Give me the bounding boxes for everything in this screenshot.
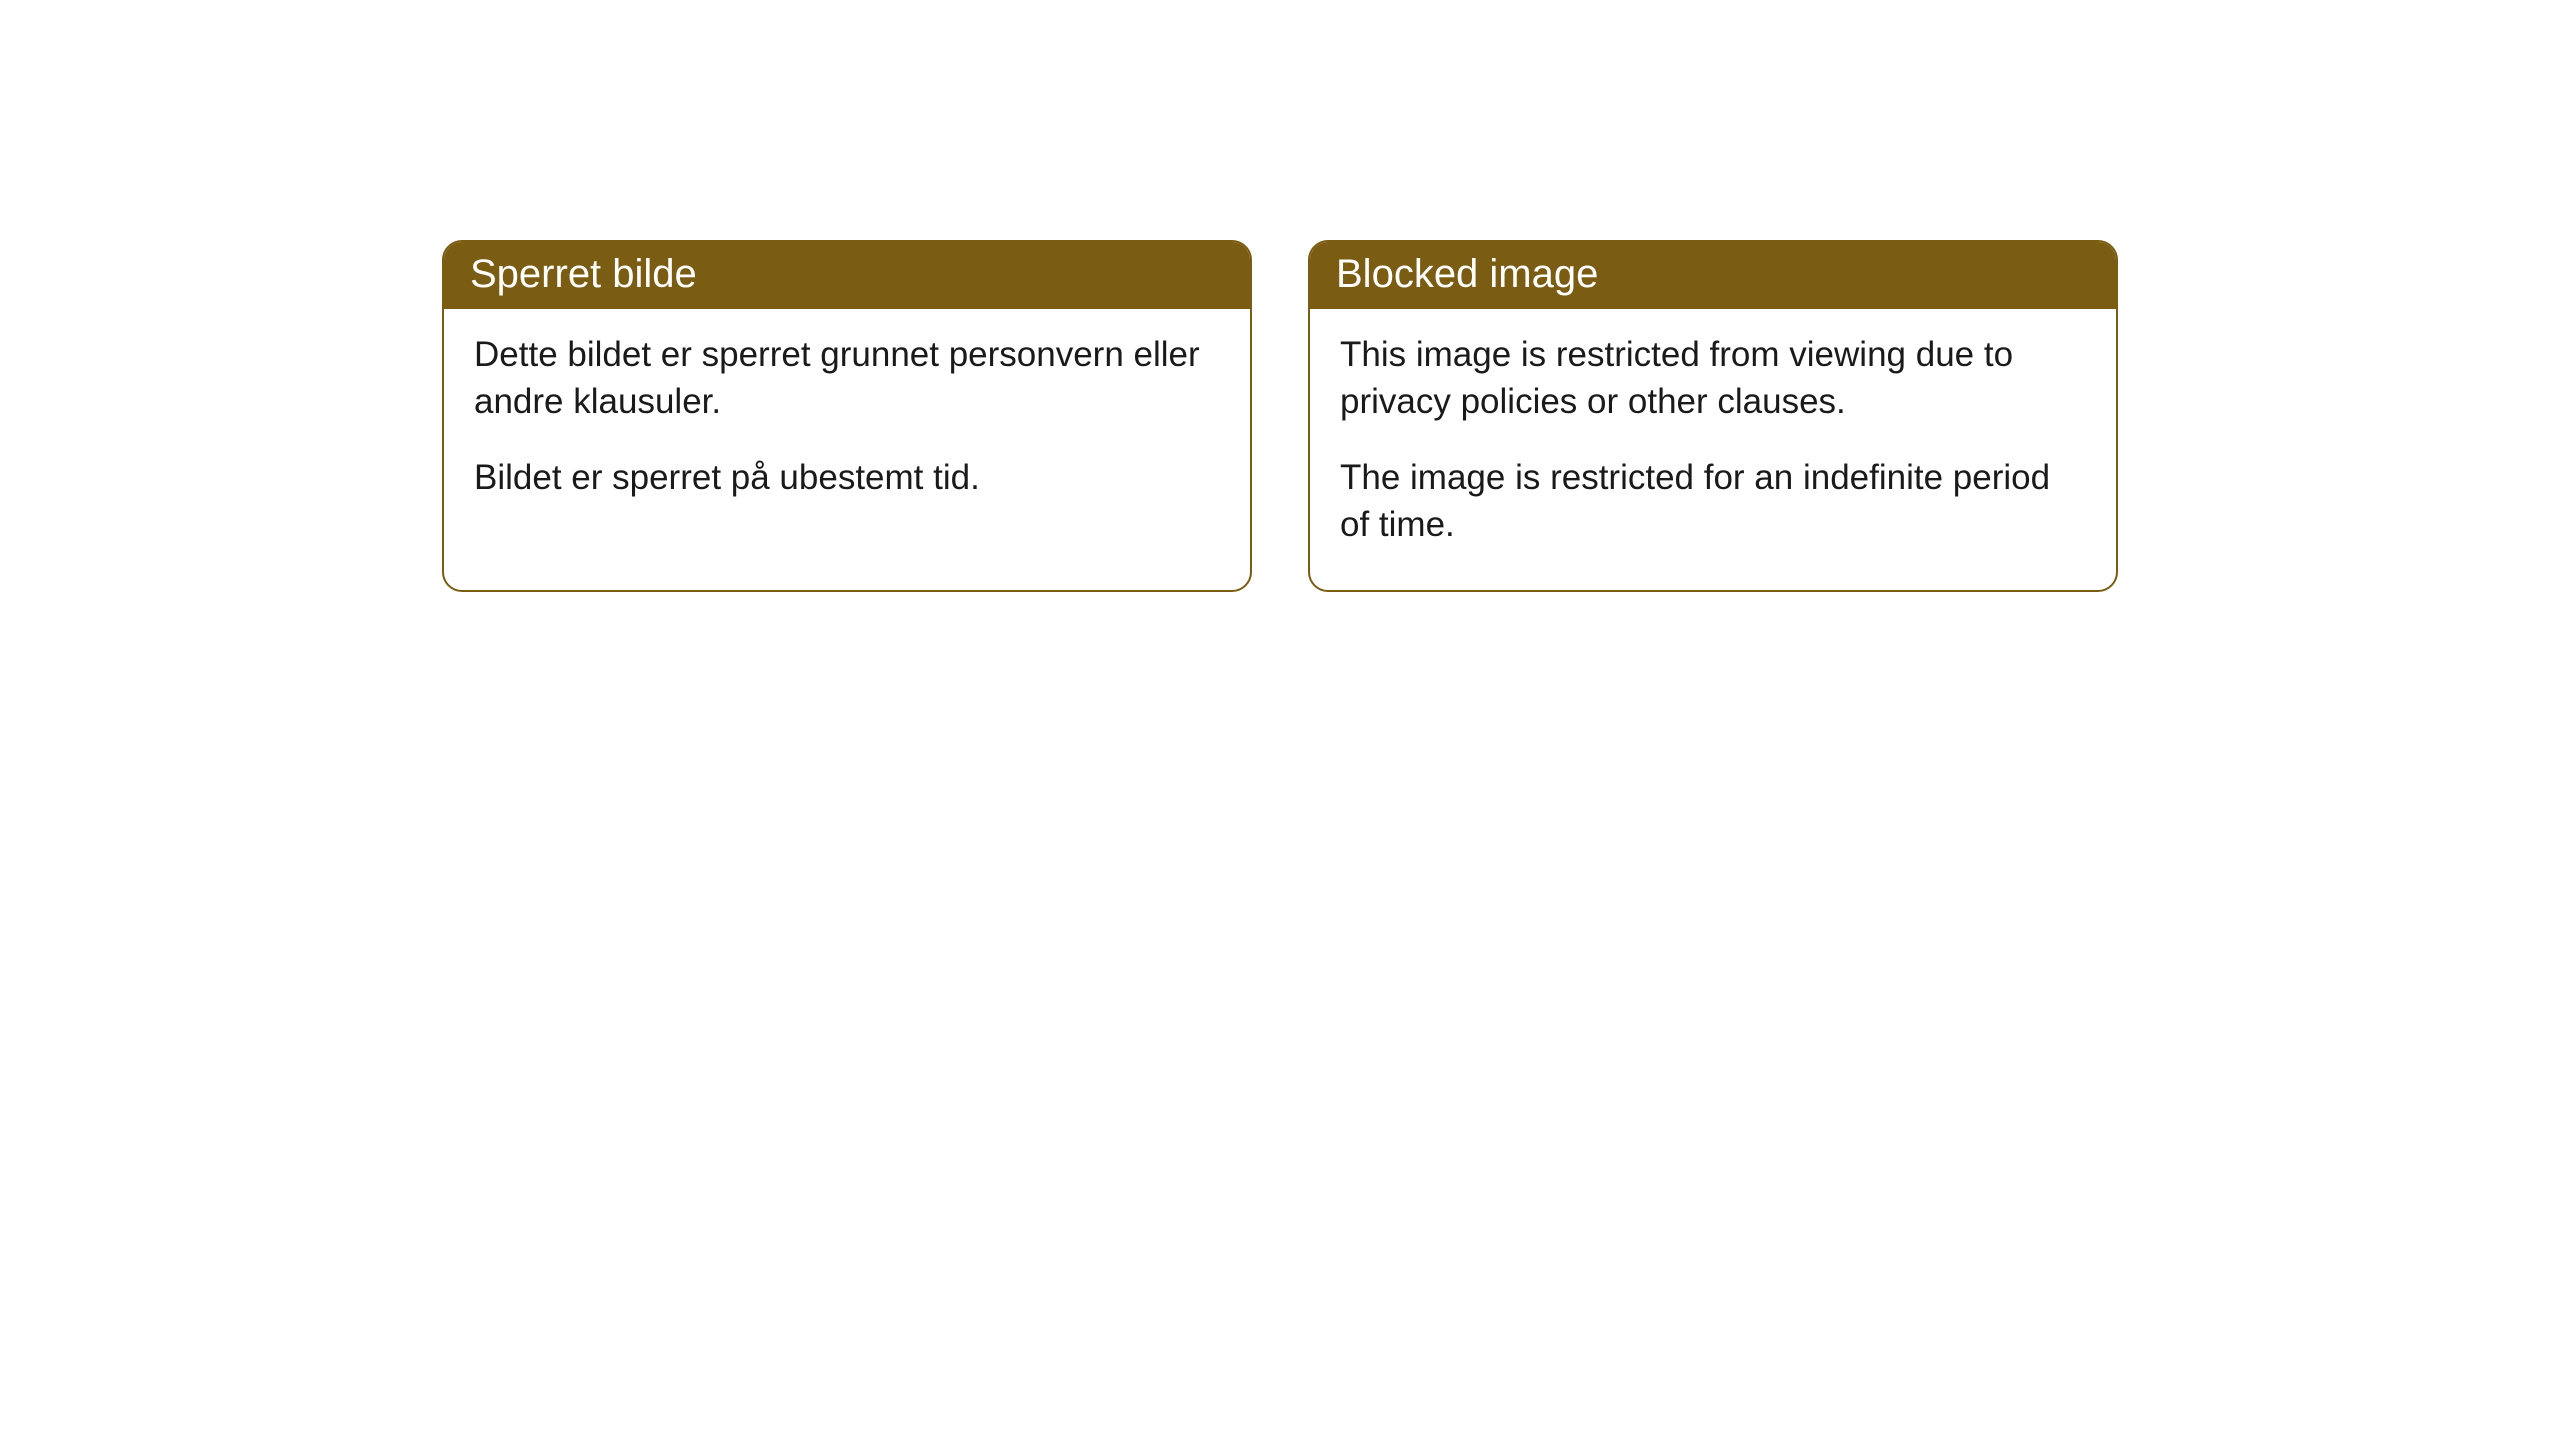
card-title-norwegian: Sperret bilde <box>470 252 697 296</box>
card-body-english: This image is restricted from viewing du… <box>1310 309 2116 590</box>
card-paragraph-norwegian-1: Dette bildet er sperret grunnet personve… <box>474 331 1220 426</box>
card-paragraph-norwegian-2: Bildet er sperret på ubestemt tid. <box>474 454 1220 501</box>
card-header-english: Blocked image <box>1310 242 2116 309</box>
card-body-norwegian: Dette bildet er sperret grunnet personve… <box>444 309 1250 543</box>
card-paragraph-english-1: This image is restricted from viewing du… <box>1340 331 2086 426</box>
notice-card-english: Blocked image This image is restricted f… <box>1308 240 2118 592</box>
card-header-norwegian: Sperret bilde <box>444 242 1250 309</box>
card-paragraph-english-2: The image is restricted for an indefinit… <box>1340 454 2086 549</box>
notice-container: Sperret bilde Dette bildet er sperret gr… <box>0 240 2560 592</box>
card-title-english: Blocked image <box>1336 252 1598 296</box>
notice-card-norwegian: Sperret bilde Dette bildet er sperret gr… <box>442 240 1252 592</box>
